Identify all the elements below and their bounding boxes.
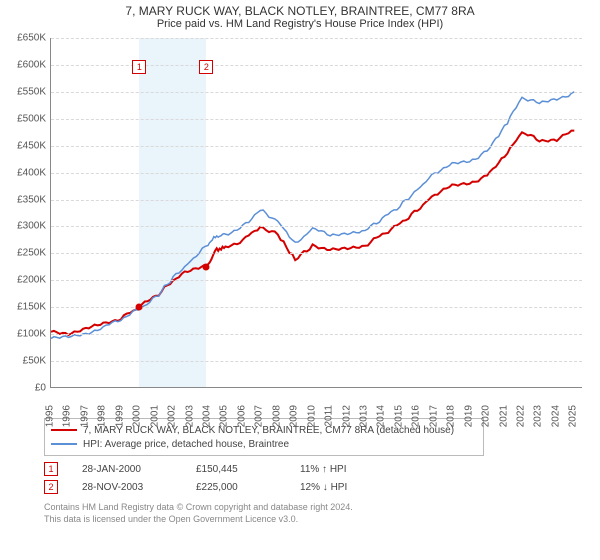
x-axis-label: 2012	[341, 405, 352, 427]
y-axis-label: £100K	[6, 329, 46, 340]
y-axis-label: £200K	[6, 275, 46, 286]
page-subtitle: Price paid vs. HM Land Registry's House …	[0, 18, 600, 32]
x-axis-label: 2000	[132, 405, 143, 427]
x-axis-label: 1998	[97, 405, 108, 427]
y-axis-label: £500K	[6, 113, 46, 124]
x-axis-label: 2015	[393, 405, 404, 427]
y-axis-label: £450K	[6, 140, 46, 151]
y-axis-label: £400K	[6, 167, 46, 178]
transaction-date: 28-NOV-2003	[82, 482, 172, 493]
series-property	[51, 131, 574, 335]
x-axis-label: 2008	[271, 405, 282, 427]
x-axis-label: 2009	[289, 405, 300, 427]
chart: 12 £0£50K£100K£150K£200K£250K£300K£350K£…	[6, 32, 594, 412]
x-axis-label: 2021	[498, 405, 509, 427]
x-axis-label: 2022	[515, 405, 526, 427]
y-axis-label: £150K	[6, 302, 46, 313]
y-axis-label: £50K	[6, 356, 46, 367]
chart-marker-2: 2	[199, 60, 213, 74]
gridline	[51, 38, 582, 39]
footer-line-2: This data is licensed under the Open Gov…	[44, 514, 600, 526]
y-axis-label: £300K	[6, 221, 46, 232]
x-axis-label: 1999	[114, 405, 125, 427]
y-axis-label: £550K	[6, 86, 46, 97]
transaction-row: 2 28-NOV-2003 £225,000 12% ↓ HPI	[44, 478, 600, 496]
gridline	[51, 92, 582, 93]
plot-area: 12	[50, 38, 582, 388]
x-axis-label: 2002	[167, 405, 178, 427]
x-axis-label: 2001	[149, 405, 160, 427]
x-axis-label: 2016	[411, 405, 422, 427]
x-axis-label: 2024	[550, 405, 561, 427]
x-axis-label: 2010	[306, 405, 317, 427]
chart-marker-1: 1	[132, 60, 146, 74]
gridline	[51, 65, 582, 66]
transaction-table: 1 28-JAN-2000 £150,445 11% ↑ HPI 2 28-NOV-200…	[44, 460, 600, 496]
x-axis-label: 2004	[201, 405, 212, 427]
y-axis-label: £650K	[6, 33, 46, 44]
x-axis-label: 2003	[184, 405, 195, 427]
y-axis-label: £350K	[6, 194, 46, 205]
chart-lines	[51, 38, 583, 388]
x-axis-label: 1996	[62, 405, 73, 427]
x-axis-label: 2025	[568, 405, 579, 427]
x-axis-label: 1997	[79, 405, 90, 427]
transaction-marker: 1	[44, 462, 58, 476]
gridline	[51, 119, 582, 120]
x-axis-label: 1995	[45, 405, 56, 427]
gridline	[51, 361, 582, 362]
transaction-price: £225,000	[196, 482, 276, 493]
x-axis-label: 2011	[324, 405, 335, 427]
x-axis-label: 2023	[533, 405, 544, 427]
x-axis-label: 2013	[358, 405, 369, 427]
gridline	[51, 253, 582, 254]
chart-point-2	[203, 263, 210, 270]
x-axis-label: 2007	[254, 405, 265, 427]
gridline	[51, 307, 582, 308]
gridline	[51, 146, 582, 147]
transaction-delta: 11% ↑ HPI	[300, 464, 347, 475]
gridline	[51, 226, 582, 227]
x-axis-label: 2017	[428, 405, 439, 427]
transaction-delta: 12% ↓ HPI	[300, 482, 347, 493]
gridline	[51, 334, 582, 335]
series-hpi	[51, 92, 574, 339]
x-axis-label: 2020	[481, 405, 492, 427]
y-axis-label: £600K	[6, 59, 46, 70]
y-axis-label: £250K	[6, 248, 46, 259]
gridline	[51, 280, 582, 281]
transaction-marker: 2	[44, 480, 58, 494]
legend-swatch	[51, 429, 77, 431]
chart-point-1	[136, 303, 143, 310]
x-axis-label: 2005	[219, 405, 230, 427]
legend-item: HPI: Average price, detached house, Brai…	[51, 437, 477, 451]
x-axis-label: 2019	[463, 405, 474, 427]
footer: Contains HM Land Registry data © Crown c…	[44, 502, 600, 525]
transaction-price: £150,445	[196, 464, 276, 475]
x-axis-label: 2018	[446, 405, 457, 427]
page-title: 7, MARY RUCK WAY, BLACK NOTLEY, BRAINTRE…	[0, 0, 600, 18]
gridline	[51, 200, 582, 201]
transaction-row: 1 28-JAN-2000 £150,445 11% ↑ HPI	[44, 460, 600, 478]
transaction-date: 28-JAN-2000	[82, 464, 172, 475]
legend-label: HPI: Average price, detached house, Brai…	[83, 439, 289, 450]
x-axis-label: 2006	[236, 405, 247, 427]
gridline	[51, 173, 582, 174]
legend-swatch	[51, 443, 77, 445]
x-axis-label: 2014	[376, 405, 387, 427]
footer-line-1: Contains HM Land Registry data © Crown c…	[44, 502, 600, 514]
y-axis-label: £0	[6, 383, 46, 394]
